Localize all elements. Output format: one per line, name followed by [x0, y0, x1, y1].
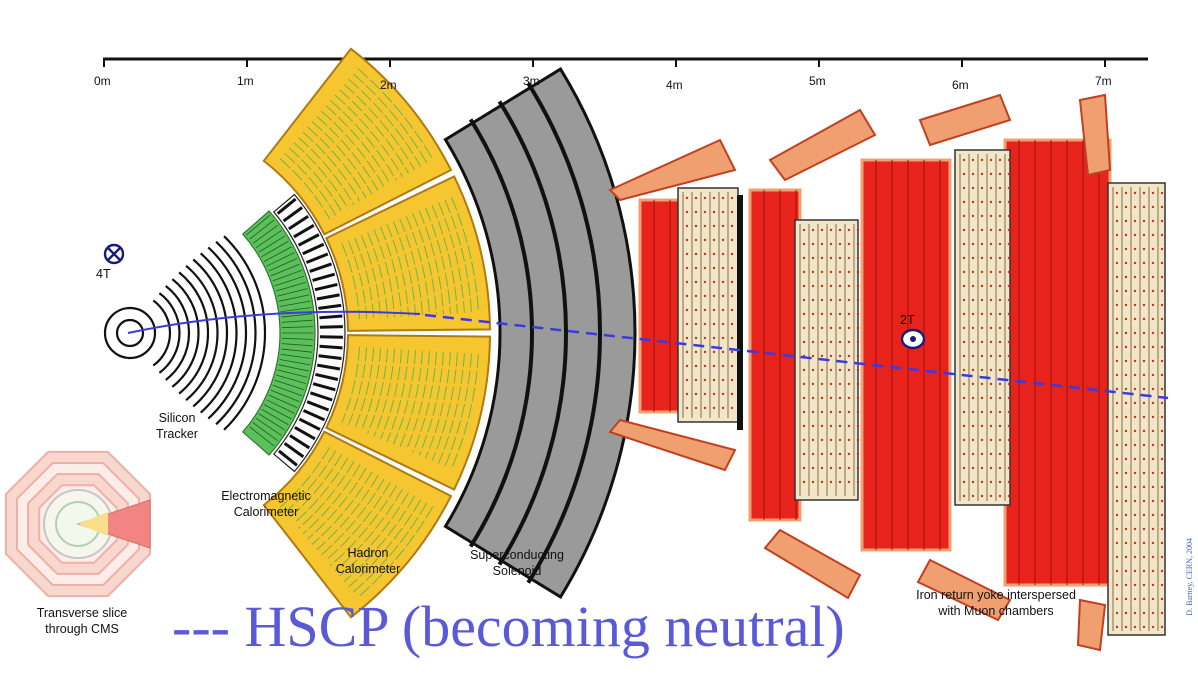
tracker-label-line2: Tracker — [156, 427, 198, 441]
slice-label-line2: through CMS — [45, 622, 119, 636]
yoke-label-line2: with Muon chambers — [938, 604, 1054, 618]
ecal-label-line1: Electromagnetic — [221, 489, 311, 503]
yoke-label: Iron return yoke interspersed with Muon … — [896, 587, 1096, 619]
scale-tick-label: 5m — [809, 74, 826, 88]
outer-field-label: 2T — [900, 313, 915, 327]
hscp-track — [127, 310, 1169, 400]
solenoid-label-line1: Superconducting — [470, 548, 564, 562]
outer-field-symbol — [900, 328, 926, 350]
electromagnetic-calorimeter — [241, 193, 346, 473]
ecal-label-line2: Calorimeter — [233, 505, 299, 519]
scale-tick-label: 2m — [380, 78, 397, 92]
hcal-label-line1: Hadron — [347, 546, 389, 560]
inner-field-label: 4T — [96, 267, 111, 281]
distance-scale — [103, 57, 1148, 67]
inner-field-symbol — [103, 243, 125, 265]
superconducting-solenoid — [443, 66, 637, 600]
solenoid-label-line2: Solenoid — [492, 564, 542, 578]
tracker-label-line1: Silicon — [158, 411, 196, 425]
hcal-label: Hadron Calorimeter — [328, 545, 408, 577]
silicon-tracker — [103, 235, 267, 431]
scale-tick-label: 7m — [1095, 74, 1112, 88]
yoke-label-line1: Iron return yoke interspersed — [916, 588, 1076, 602]
ecal-label: Electromagnetic Calorimeter — [214, 488, 318, 520]
scale-tick-label: 3m — [523, 74, 540, 88]
scale-tick-label: 6m — [952, 78, 969, 92]
scale-tick-label: 1m — [237, 74, 254, 88]
hscp-legend: --- HSCP (becoming neutral) — [172, 594, 845, 659]
solenoid-label: Superconducting Solenoid — [462, 547, 572, 579]
transverse-slice-thumbnail — [4, 450, 152, 598]
credit-text: D. Barney, CERN, 2004 — [1185, 538, 1194, 616]
iron-return-yoke — [608, 93, 1166, 652]
slice-label-line1: Transverse slice — [36, 606, 128, 620]
slice-label: Transverse slice through CMS — [22, 605, 142, 637]
hadron-calorimeter — [262, 47, 491, 619]
scale-tick-label: 0m — [94, 74, 111, 88]
scale-tick-label: 4m — [666, 78, 683, 92]
tracker-label: Silicon Tracker — [142, 410, 212, 442]
hcal-label-line2: Calorimeter — [335, 562, 401, 576]
